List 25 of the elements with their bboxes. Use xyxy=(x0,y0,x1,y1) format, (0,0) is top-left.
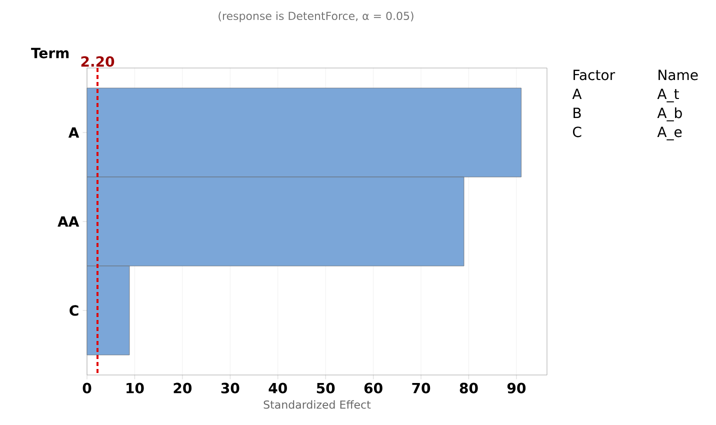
y-axis-title: Term xyxy=(31,48,69,58)
text: B xyxy=(574,108,581,118)
text: C xyxy=(572,126,582,138)
x-tick-label: 30 xyxy=(221,382,240,394)
x-tick-label: 50 xyxy=(316,382,335,394)
text: A_t xyxy=(657,88,679,102)
text: A xyxy=(572,88,582,99)
y-tick-label: C xyxy=(70,305,78,316)
text: Name xyxy=(658,70,698,80)
x-axis-title: Standardized Effect xyxy=(264,400,371,409)
text: A_b xyxy=(657,107,682,122)
text: Factor xyxy=(574,70,616,80)
x-tick-label: 90 xyxy=(507,382,526,394)
ref-line-label: 2.20 xyxy=(81,56,114,67)
x-tick-label: 60 xyxy=(364,382,382,394)
y-tick-label: A xyxy=(68,127,80,138)
x-tick-label: 10 xyxy=(126,382,144,394)
y-tick-label: AA xyxy=(58,216,80,227)
x-tick-label: 0 xyxy=(82,382,92,394)
x-tick-label: 40 xyxy=(268,382,287,394)
chart-subtitle: (response is DetentForce, α = 0.05) xyxy=(218,12,414,22)
x-tick-label: 80 xyxy=(460,382,478,394)
text: A_e xyxy=(657,126,682,140)
x-tick-label: 20 xyxy=(174,382,192,394)
x-tick-label: 70 xyxy=(412,382,430,394)
